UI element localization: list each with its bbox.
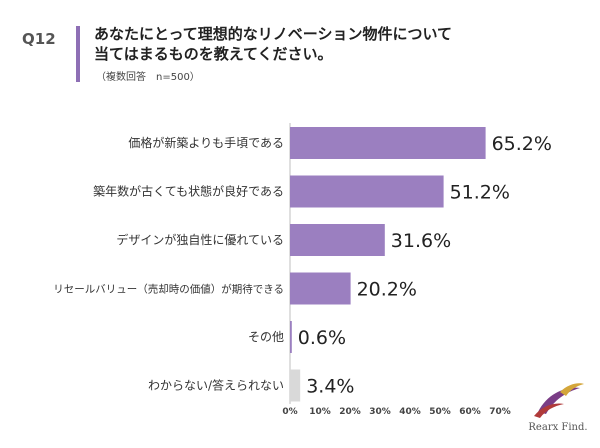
data-label: 51.2% xyxy=(450,182,510,204)
x-tick-label: 0% xyxy=(282,407,297,417)
logo-text: Rearx Find. xyxy=(528,422,588,433)
x-tick-label: 50% xyxy=(429,407,451,417)
question-title-line2: 当てはまるものを教えてください。 xyxy=(94,45,333,63)
question-number: Q12 xyxy=(22,30,56,48)
x-tick-label: 60% xyxy=(459,407,481,417)
bar xyxy=(290,127,486,159)
question-accent-bar xyxy=(76,26,80,82)
category-label: リセールバリュー（売却時の価値）が期待できる xyxy=(53,283,284,296)
data-label: 20.2% xyxy=(357,279,417,301)
category-label: 築年数が古くても状態が良好である xyxy=(93,184,284,199)
logo-mark-icon xyxy=(534,383,584,418)
data-label: 65.2% xyxy=(492,133,552,155)
data-label: 3.4% xyxy=(306,376,354,398)
question-title: あなたにとって理想的なリノベーション物件について 当てはまるものを教えてください… xyxy=(94,24,452,64)
data-label: 0.6% xyxy=(298,327,346,349)
data-label: 31.6% xyxy=(391,230,451,252)
x-tick-label: 10% xyxy=(309,407,331,417)
bar xyxy=(290,369,301,402)
category-label: 価格が新築よりも手頃である xyxy=(128,135,284,150)
category-label: わからない/答えられない xyxy=(148,378,284,393)
bar xyxy=(290,272,351,305)
category-label: その他 xyxy=(248,330,284,344)
x-tick-label: 70% xyxy=(489,407,511,417)
bar xyxy=(290,175,444,208)
question-title-line1: あなたにとって理想的なリノベーション物件について xyxy=(94,25,453,43)
x-tick-label: 30% xyxy=(369,407,391,417)
question-subtitle: （複数回答 n=500） xyxy=(96,72,200,83)
category-label: デザインが独自性に優れている xyxy=(116,232,284,247)
brand-logo: Rearx Find. xyxy=(520,378,596,438)
bar xyxy=(290,321,292,353)
x-tick-label: 20% xyxy=(339,407,361,417)
x-tick-label: 40% xyxy=(399,407,421,417)
bar xyxy=(290,224,385,256)
